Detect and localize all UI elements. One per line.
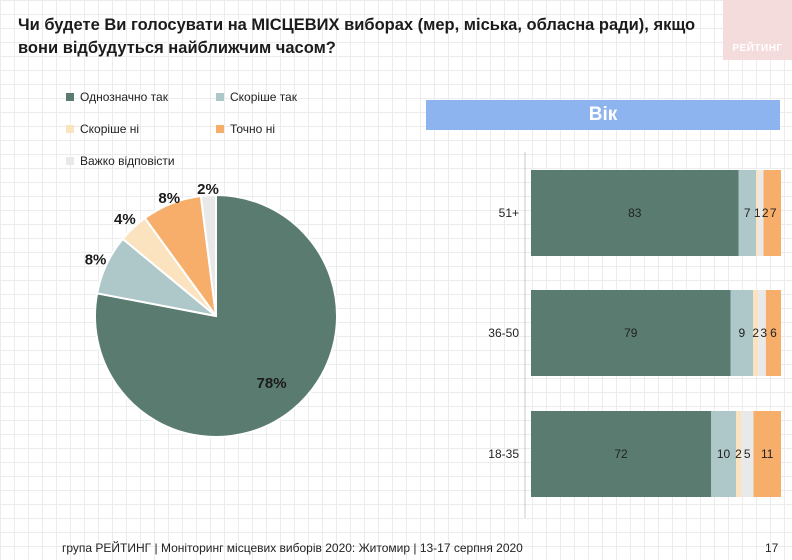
bar-value-label: 5 — [744, 447, 751, 461]
legend-swatch — [66, 157, 74, 165]
bar-segment — [758, 290, 766, 376]
bar-segment — [763, 170, 781, 256]
bar-segment — [531, 290, 731, 376]
legend-swatch — [216, 125, 224, 133]
bar-value-label: 83 — [628, 206, 642, 220]
bar-segment — [711, 411, 736, 497]
legend-label: Важко відповісти — [80, 154, 175, 168]
bar-segment — [753, 411, 781, 497]
legend-label: Однозначно так — [80, 90, 168, 104]
legend-item-hard-to-say: Важко відповісти — [66, 154, 175, 168]
bar-segment — [741, 411, 754, 497]
bar-category-label: 18-35 — [488, 447, 519, 461]
bar-segment — [531, 411, 711, 497]
bar-value-label: 7 — [770, 206, 777, 220]
bar-category-label: 36-50 — [488, 326, 519, 340]
bar-value-label: 11 — [761, 447, 774, 461]
legend-item-rather-no: Скоріше ні — [66, 122, 139, 136]
bar-segment — [765, 290, 781, 376]
footer-text: група РЕЙТИНГ | Моніторинг місцевих вибо… — [62, 541, 523, 555]
pie-slice-label: 4% — [114, 211, 136, 228]
pie-slice-label: 78% — [257, 375, 287, 392]
bar-segment — [758, 170, 764, 256]
bar-segment — [738, 170, 756, 256]
legend-label: Скоріше ні — [80, 122, 139, 136]
age-header: Вік — [426, 100, 780, 130]
legend-swatch — [66, 125, 74, 133]
legend-item-rather-yes: Скоріше так — [216, 90, 297, 104]
bar-value-label: 7 — [744, 206, 751, 220]
rating-logo: РЕЙТИНГ — [723, 0, 792, 60]
bar-value-label: 6 — [770, 326, 777, 340]
bar-value-label: 2 — [735, 447, 742, 461]
bar-value-label: 9 — [739, 326, 746, 340]
pie-slice-label: 2% — [197, 181, 219, 198]
bar-value-label: 72 — [614, 447, 628, 461]
bar-value-label: 79 — [624, 326, 638, 340]
legend-label: Скоріше так — [230, 90, 297, 104]
bar-value-label: 1 — [754, 206, 761, 220]
pie-legend: Однозначно так Скоріше так Скоріше ні То… — [66, 86, 396, 176]
bar-segment — [753, 290, 759, 376]
legend-item-definitely-no: Точно ні — [216, 122, 275, 136]
bar-value-label: 2 — [762, 206, 769, 220]
pie-slice-label: 8% — [158, 190, 180, 207]
bar-value-label: 2 — [752, 326, 759, 340]
page-number: 17 — [765, 541, 779, 555]
chart-title: Чи будете Ви голосувати на МІСЦЕВИХ вибо… — [18, 16, 696, 57]
bar-segment — [736, 411, 741, 497]
bar-segment — [730, 290, 754, 376]
bar-segment — [756, 170, 759, 256]
legend-label: Точно ні — [230, 122, 275, 136]
legend-item-definitely-yes: Однозначно так — [66, 90, 168, 104]
bar-category-label: 51+ — [499, 206, 519, 220]
pie-slice — [199, 193, 217, 317]
bar-value-label: 3 — [760, 326, 767, 340]
bar-value-label: 10 — [717, 447, 731, 461]
bar-segment — [531, 170, 739, 256]
pie-slice-label: 8% — [85, 251, 107, 268]
legend-swatch — [66, 93, 74, 101]
legend-swatch — [216, 93, 224, 101]
